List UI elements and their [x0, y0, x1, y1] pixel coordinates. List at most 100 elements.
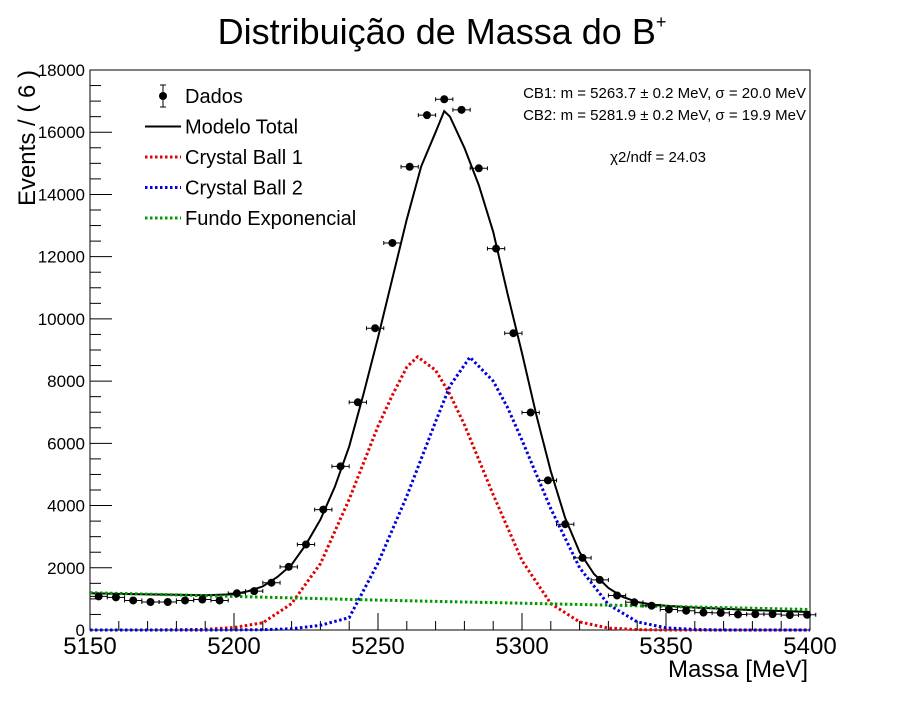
data-marker [630, 598, 639, 607]
data-marker [682, 606, 691, 615]
svg-text:Distribuição de Massa do B+: Distribuição de Massa do B+ [218, 11, 667, 52]
data-marker [664, 605, 673, 614]
data-point [141, 598, 160, 606]
data-marker [146, 598, 155, 606]
y-axis: 0 2000 4000 6000 8000 10000 12000 14000 16000 180… [38, 61, 112, 640]
data-marker [595, 575, 604, 584]
data-marker [250, 587, 259, 596]
data-point [538, 476, 558, 485]
data-point [314, 505, 333, 514]
data-point [245, 587, 264, 596]
data-point [348, 398, 367, 407]
data-point [452, 105, 471, 114]
data-point [365, 324, 385, 333]
data-point [210, 596, 229, 605]
data-marker [440, 95, 449, 104]
x-tick-label: 5300 [495, 633, 548, 660]
y-tick-label: 8000 [47, 372, 85, 391]
data-point [89, 592, 108, 601]
data-point [797, 610, 817, 619]
y-tick-label: 16000 [38, 123, 85, 142]
data-marker [215, 596, 224, 605]
data-marker [336, 462, 345, 471]
data-marker [613, 591, 622, 600]
legend-item: Crystal Ball 2 [145, 178, 303, 200]
data-point [556, 520, 575, 529]
legend: Dados Modelo Total Crystal Ball 1 Crystal B… [145, 84, 356, 230]
y-tick-label: 18000 [38, 61, 85, 80]
data-point [331, 462, 350, 471]
legend-item: Crystal Ball 1 [145, 147, 303, 169]
data-point [590, 575, 609, 584]
legend-item: Modelo Total [145, 117, 298, 139]
data-point [625, 598, 644, 607]
data-marker [647, 601, 656, 610]
x-tick-label: 5350 [639, 633, 692, 660]
data-point [124, 596, 143, 605]
x-tick-label: 5150 [63, 633, 116, 660]
data-marker [284, 562, 293, 571]
x-tick-label: 5400 [783, 633, 836, 660]
data-marker [232, 589, 241, 598]
data-point [435, 95, 454, 104]
data-marker [163, 598, 172, 606]
legend-label: Crystal Ball 2 [185, 178, 303, 200]
chart-title-text: Distribuição de Massa do B [218, 11, 656, 52]
legend-label: Modelo Total [185, 117, 298, 139]
x-tick-label: 5200 [207, 633, 260, 660]
legend-label: Crystal Ball 1 [185, 147, 303, 169]
data-point [193, 595, 212, 604]
data-point [296, 540, 316, 549]
data-marker [543, 476, 552, 485]
data-marker [422, 111, 431, 120]
legend-label: Fundo Exponencial [185, 208, 356, 230]
data-point [417, 111, 437, 120]
legend-item: Dados [159, 84, 243, 108]
annotation-text: CB1: m = 5263.7 ± 0.2 MeV, σ = 20.0 MeV [523, 85, 806, 102]
chart-title: Distribuição de Massa do B+ [218, 11, 667, 52]
data-marker [768, 610, 777, 619]
crystal-ball-2-curve [90, 354, 810, 632]
data-marker [302, 540, 310, 549]
data-point [106, 593, 126, 602]
data-point [711, 608, 730, 617]
data-marker [803, 610, 812, 619]
data-marker [111, 593, 120, 602]
data-marker [319, 505, 328, 514]
annotations: CB1: m = 5263.7 ± 0.2 MeV, σ = 20.0 MeV C… [523, 85, 806, 166]
x-tick-label: 5250 [351, 633, 404, 660]
data-point [694, 608, 713, 617]
y-tick-label: 0 [76, 621, 85, 640]
data-marker [198, 595, 207, 604]
y-tick-label: 10000 [38, 310, 85, 329]
crystal-ball-1-curve [90, 354, 810, 632]
data-point [486, 244, 506, 253]
data-point [383, 238, 402, 247]
data-marker [353, 398, 362, 407]
x-axis-label: Massa [MeV] [668, 656, 808, 683]
data-marker [129, 596, 138, 605]
y-axis-label: Events / ( 6 ) [14, 70, 41, 206]
data-point [400, 162, 419, 171]
y-tick-label: 12000 [38, 248, 85, 267]
data-marker [785, 611, 794, 620]
data-point [504, 329, 523, 338]
y-tick-label: 4000 [47, 497, 85, 516]
fundo-exponencial-curve [89, 591, 811, 611]
chart-title-superscript: + [656, 12, 667, 32]
annotation-text: χ2/ndf = 24.03 [610, 149, 706, 166]
data-marker [492, 244, 501, 253]
data-point [607, 591, 627, 600]
y-tick-label: 2000 [47, 559, 85, 578]
x-axis: 5150 5200 5250 5300 5350 5400 [63, 613, 837, 660]
data-points [89, 95, 817, 620]
data-marker [267, 578, 276, 587]
data-marker [388, 238, 397, 247]
data-marker [457, 105, 466, 114]
data-point [642, 601, 661, 610]
data-point [521, 408, 540, 417]
annotation-text: CB2: m = 5281.9 ± 0.2 MeV, σ = 19.9 MeV [523, 107, 806, 124]
data-point [728, 610, 748, 619]
